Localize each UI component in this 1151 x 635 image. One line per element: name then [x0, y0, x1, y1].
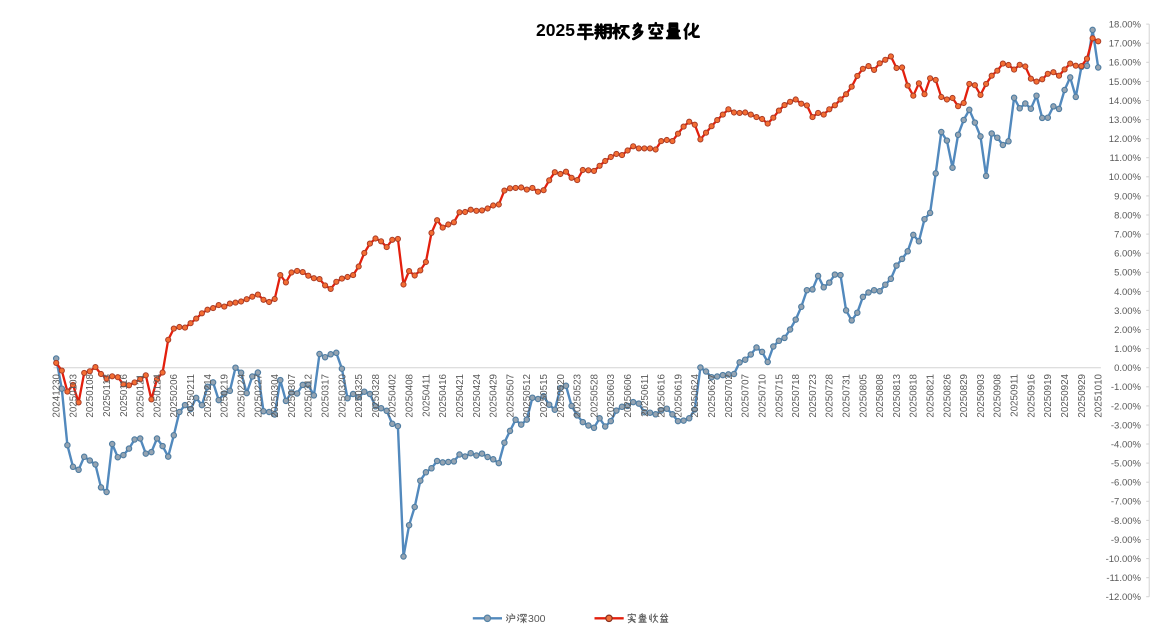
svg-text:-6.00%: -6.00% [1111, 478, 1142, 489]
svg-text:20250710: 20250710 [758, 373, 769, 417]
svg-text:-7.00%: -7.00% [1111, 497, 1142, 508]
svg-text:3.00%: 3.00% [1114, 306, 1141, 317]
svg-text:20250903: 20250903 [976, 373, 987, 417]
svg-text:20250320: 20250320 [337, 373, 348, 417]
svg-text:20250821: 20250821 [926, 374, 937, 418]
svg-text:20250929: 20250929 [1077, 374, 1088, 418]
svg-text:20250520: 20250520 [556, 373, 567, 417]
svg-text:20250424: 20250424 [472, 373, 483, 417]
svg-text:11.00%: 11.00% [1109, 153, 1141, 164]
svg-text:-12.00%: -12.00% [1106, 592, 1142, 603]
svg-text:-8.00%: -8.00% [1111, 516, 1142, 527]
svg-text:20250214: 20250214 [203, 373, 214, 417]
svg-text:20250731: 20250731 [842, 374, 853, 418]
svg-text:20250718: 20250718 [791, 373, 802, 417]
svg-text:20250227: 20250227 [253, 374, 264, 418]
svg-text:20250908: 20250908 [993, 373, 1004, 417]
svg-text:20250307: 20250307 [287, 374, 298, 418]
svg-text:20250113: 20250113 [102, 373, 113, 416]
svg-text:20250624: 20250624 [690, 373, 701, 417]
svg-text:20250606: 20250606 [623, 373, 634, 417]
svg-text:20250103: 20250103 [68, 373, 79, 417]
svg-text:6.00%: 6.00% [1114, 249, 1141, 260]
svg-text:13.00%: 13.00% [1109, 115, 1142, 126]
svg-text:18.00%: 18.00% [1109, 20, 1142, 31]
svg-text:20250512: 20250512 [522, 374, 533, 418]
svg-text:20250805: 20250805 [858, 373, 869, 417]
svg-text:20250402: 20250402 [388, 374, 399, 418]
svg-text:-3.00%: -3.00% [1111, 420, 1142, 431]
svg-text:20250627: 20250627 [707, 374, 718, 418]
svg-text:20250916: 20250916 [1026, 373, 1037, 417]
svg-text:-5.00%: -5.00% [1111, 459, 1142, 470]
svg-text:20250826: 20250826 [942, 373, 953, 417]
svg-text:20250124: 20250124 [152, 373, 163, 417]
svg-text:20250523: 20250523 [573, 373, 584, 417]
svg-text:2.00%: 2.00% [1114, 325, 1141, 336]
svg-text:20250723: 20250723 [808, 373, 819, 417]
svg-text:20250121: 20250121 [136, 374, 147, 418]
svg-text:20250616: 20250616 [657, 373, 668, 417]
svg-text:0.00%: 0.00% [1114, 363, 1141, 374]
svg-text:-11.00%: -11.00% [1106, 573, 1141, 584]
svg-text:20250728: 20250728 [825, 373, 836, 417]
svg-text:20250813: 20250813 [892, 373, 903, 417]
svg-text:14.00%: 14.00% [1109, 96, 1142, 107]
svg-text:4.00%: 4.00% [1114, 287, 1141, 298]
svg-text:20250919: 20250919 [1043, 374, 1054, 418]
svg-text:20250808: 20250808 [875, 373, 886, 417]
svg-text:5.00%: 5.00% [1114, 268, 1141, 279]
svg-text:-9.00%: -9.00% [1111, 535, 1142, 546]
svg-text:20250829: 20250829 [959, 374, 970, 418]
svg-text:20250211: 20250211 [186, 374, 197, 417]
svg-text:20250507: 20250507 [505, 374, 516, 418]
svg-text:20250924: 20250924 [1060, 373, 1071, 417]
svg-text:20250325: 20250325 [354, 373, 365, 417]
svg-text:20250715: 20250715 [774, 373, 785, 417]
svg-text:20250515: 20250515 [539, 373, 550, 417]
svg-text:20250328: 20250328 [371, 373, 382, 417]
svg-text:9.00%: 9.00% [1114, 191, 1141, 202]
svg-text:20250619: 20250619 [673, 374, 684, 418]
svg-text:-1.00%: -1.00% [1111, 382, 1142, 393]
svg-text:20250707: 20250707 [741, 374, 752, 418]
svg-text:16.00%: 16.00% [1109, 58, 1142, 69]
svg-text:7.00%: 7.00% [1114, 230, 1141, 241]
svg-text:20250702: 20250702 [724, 374, 735, 418]
svg-text:1.00%: 1.00% [1114, 344, 1141, 355]
svg-text:15.00%: 15.00% [1109, 77, 1142, 88]
svg-text:20250911: 20250911 [1010, 374, 1021, 417]
svg-text:20250818: 20250818 [909, 373, 920, 417]
svg-text:20250116: 20250116 [119, 373, 130, 416]
svg-text:20251010: 20251010 [1094, 373, 1105, 417]
svg-text:20250317: 20250317 [321, 374, 332, 418]
svg-text:20250224: 20250224 [237, 373, 248, 417]
svg-text:20250304: 20250304 [270, 373, 281, 417]
svg-text:20250206: 20250206 [169, 373, 180, 417]
svg-text:17.00%: 17.00% [1109, 39, 1142, 50]
svg-text:20250312: 20250312 [304, 374, 315, 418]
svg-text:20250108: 20250108 [85, 373, 96, 417]
svg-text:8.00%: 8.00% [1114, 210, 1141, 221]
svg-text:20250603: 20250603 [606, 373, 617, 417]
svg-text:20250219: 20250219 [220, 374, 231, 418]
svg-text:20250421: 20250421 [455, 374, 466, 418]
svg-text:20250528: 20250528 [589, 373, 600, 417]
svg-text:2025: 2025 [536, 20, 575, 40]
svg-text:300: 300 [528, 613, 546, 625]
svg-text:12.00%: 12.00% [1109, 134, 1142, 145]
svg-text:20250408: 20250408 [405, 373, 416, 417]
svg-text:20250411: 20250411 [421, 374, 432, 417]
svg-text:20250429: 20250429 [489, 374, 500, 418]
svg-text:20250611: 20250611 [640, 374, 651, 417]
svg-text:-4.00%: -4.00% [1111, 439, 1142, 450]
svg-text:-10.00%: -10.00% [1106, 554, 1142, 565]
svg-text:20241230: 20241230 [52, 373, 63, 417]
svg-text:20250416: 20250416 [438, 373, 449, 417]
svg-text:-2.00%: -2.00% [1111, 401, 1142, 412]
svg-text:10.00%: 10.00% [1109, 172, 1142, 183]
